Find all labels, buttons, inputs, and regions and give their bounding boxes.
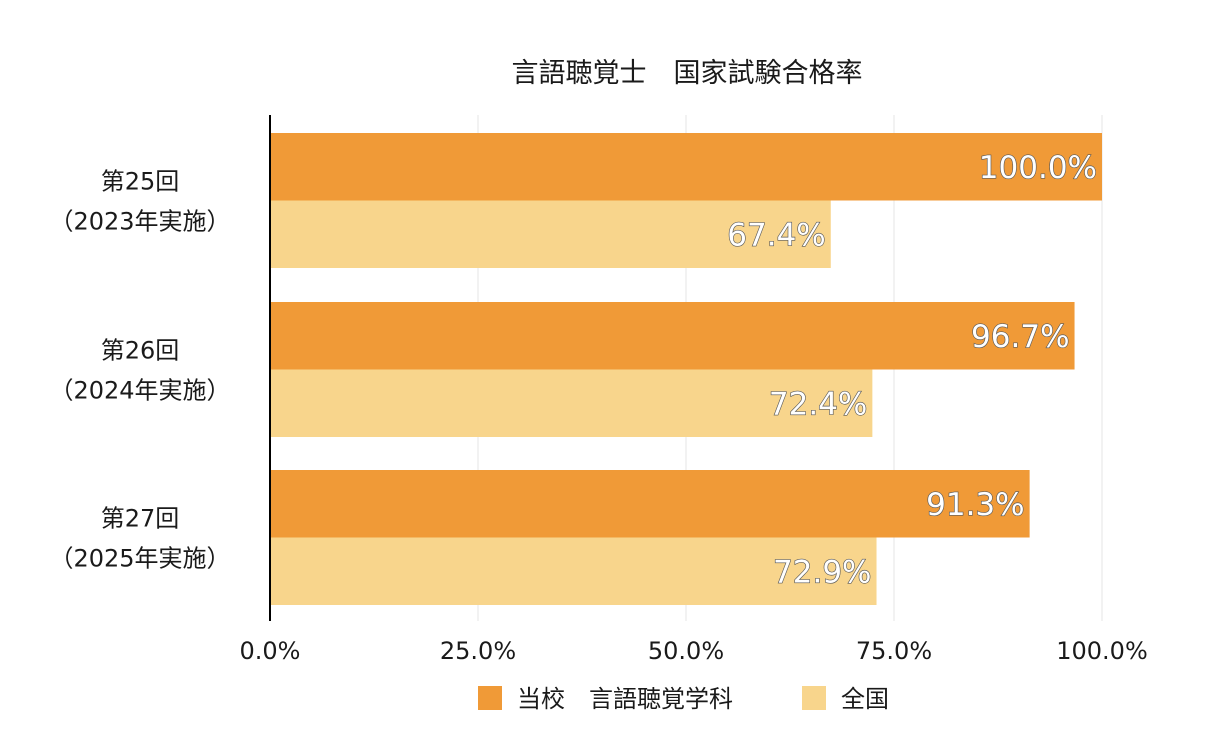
- chart-title: 言語聴覚士 国家試験合格率: [512, 58, 863, 89]
- x-tick-label: 50.0%: [648, 637, 724, 665]
- legend-swatch: [802, 686, 826, 710]
- ticks-layer: 0.0% 25.0% 50.0% 75.0% 100.0%: [240, 637, 1148, 665]
- legend-layer: 当校 言語聴覚学科 全国: [478, 685, 889, 713]
- legend-label: 全国: [841, 685, 889, 713]
- bars-layer: [270, 133, 1102, 605]
- category-label: 第25回: [101, 168, 180, 196]
- x-tick-label: 25.0%: [440, 637, 516, 665]
- bar: [270, 302, 1075, 370]
- category-label: （2023年実施）: [49, 208, 230, 236]
- category-label: （2024年実施）: [49, 377, 230, 405]
- labels-layer: 100.0% 96.7% 91.3% 67.4% 72.4% 72.9%: [727, 149, 1098, 591]
- bar: [270, 470, 1030, 538]
- data-label: 91.3%: [926, 487, 1024, 523]
- data-label: 67.4%: [727, 217, 825, 253]
- data-label: 72.9%: [773, 554, 871, 590]
- bar: [270, 200, 831, 268]
- data-label: 72.4%: [769, 386, 867, 422]
- x-tick-label: 100.0%: [1056, 637, 1148, 665]
- legend-swatch: [478, 686, 502, 710]
- category-label: 第27回: [101, 505, 180, 533]
- legend-label: 当校 言語聴覚学科: [517, 685, 733, 713]
- data-label: 100.0%: [979, 150, 1097, 186]
- bar: [270, 133, 1102, 201]
- categories-layer: 第25回 （2023年実施） 第26回 （2024年実施） 第27回 （2025年実施）: [49, 168, 230, 573]
- bar: [270, 369, 873, 437]
- category-label: （2025年実施）: [49, 545, 230, 573]
- data-label: 96.7%: [971, 319, 1069, 355]
- bar: [270, 537, 877, 605]
- category-label: 第26回: [101, 337, 180, 365]
- x-tick-label: 75.0%: [856, 637, 932, 665]
- x-tick-label: 0.0%: [240, 637, 301, 665]
